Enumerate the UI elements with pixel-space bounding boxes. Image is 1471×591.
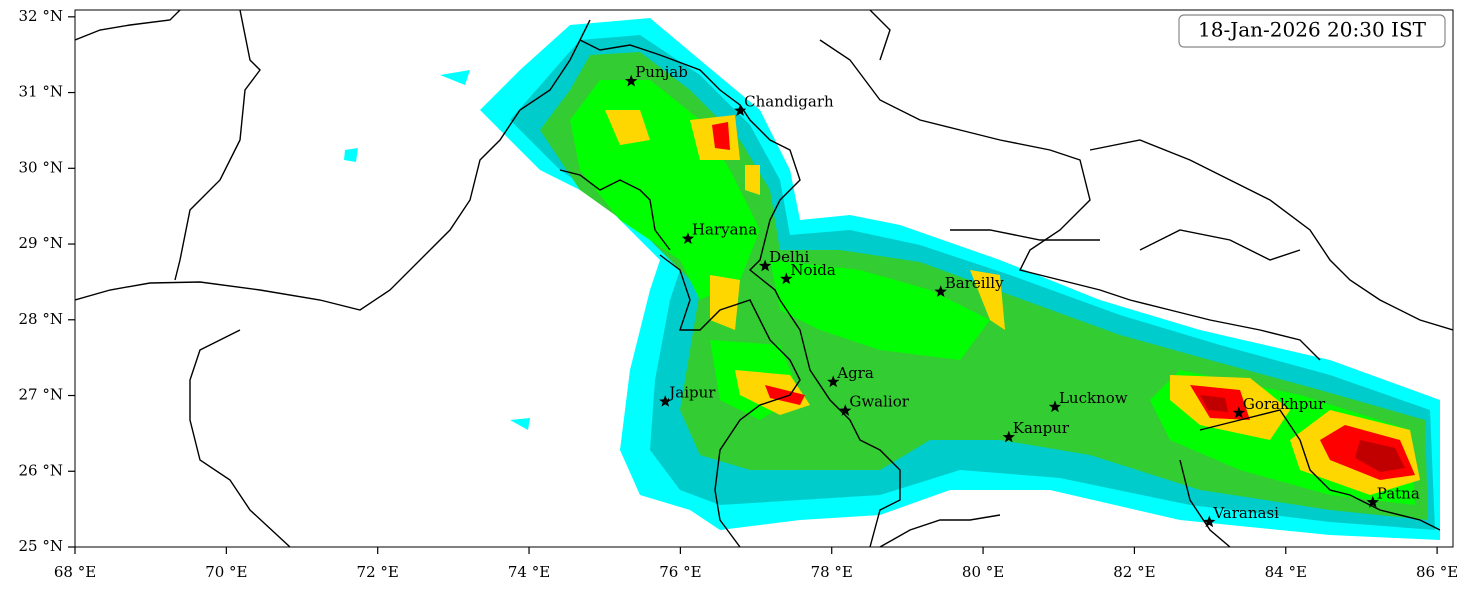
x-tick-label: 70 °E bbox=[205, 563, 247, 581]
x-tick-label: 74 °E bbox=[508, 563, 550, 581]
city-marker bbox=[681, 232, 695, 244]
x-tick-label: 78 °E bbox=[811, 563, 853, 581]
x-tick-label: 68 °E bbox=[54, 563, 96, 581]
y-tick-label: 30 °N bbox=[19, 158, 63, 176]
city-label: Jaipur bbox=[667, 384, 716, 402]
city-label: Gwalior bbox=[849, 393, 909, 411]
city-label: Delhi bbox=[769, 248, 809, 266]
y-tick-label: 28 °N bbox=[19, 310, 63, 328]
city-label: Varanasi bbox=[1212, 504, 1279, 522]
y-tick-label: 25 °N bbox=[19, 537, 63, 555]
city-label: Lucknow bbox=[1059, 389, 1128, 407]
x-tick-label: 76 °E bbox=[659, 563, 701, 581]
city-marker bbox=[759, 259, 772, 272]
city-label: Punjab bbox=[635, 63, 688, 81]
city-label: Gorakhpur bbox=[1243, 395, 1326, 413]
y-tick-label: 27 °N bbox=[19, 386, 63, 404]
plot-frame bbox=[74, 9, 1454, 548]
x-tick-label: 80 °E bbox=[962, 563, 1004, 581]
y-tick-label: 32 °N bbox=[19, 7, 63, 25]
timestamp-frame bbox=[1178, 14, 1446, 48]
city-marker bbox=[780, 272, 793, 285]
city-label: Haryana bbox=[692, 221, 757, 239]
y-tick-label: 31 °N bbox=[19, 83, 63, 101]
timestamp: 18-Jan-2026 20:30 IST bbox=[1198, 18, 1427, 42]
y-tick-label: 29 °N bbox=[19, 234, 63, 252]
city-marker bbox=[659, 395, 672, 407]
y-tick-label: 26 °N bbox=[19, 461, 63, 479]
city-label: Bareilly bbox=[945, 274, 1004, 292]
x-tick-label: 72 °E bbox=[357, 563, 399, 581]
city-marker bbox=[1002, 430, 1015, 443]
city-marker bbox=[1232, 406, 1245, 419]
x-tick-label: 82 °E bbox=[1113, 563, 1155, 581]
precipitation bbox=[75, 10, 1453, 547]
x-tick-label: 86 °E bbox=[1416, 563, 1458, 581]
timestamp-box: 18-Jan-2026 20:30 IST bbox=[1178, 14, 1446, 48]
city-label: Noida bbox=[790, 261, 836, 279]
city-marker bbox=[625, 74, 638, 87]
city-marker bbox=[827, 375, 840, 388]
city-label: Chandigarh bbox=[744, 93, 834, 111]
city-marker bbox=[1366, 495, 1379, 508]
city-marker bbox=[1203, 515, 1216, 528]
x-tick-label: 84 °E bbox=[1265, 563, 1307, 581]
city-label: Agra bbox=[836, 364, 874, 382]
city-marker bbox=[734, 104, 747, 116]
city-marker bbox=[839, 404, 852, 416]
city-marker bbox=[1048, 400, 1062, 413]
city-marker bbox=[934, 285, 947, 297]
city-label: Kanpur bbox=[1013, 419, 1070, 437]
city-label: Patna bbox=[1377, 484, 1420, 502]
